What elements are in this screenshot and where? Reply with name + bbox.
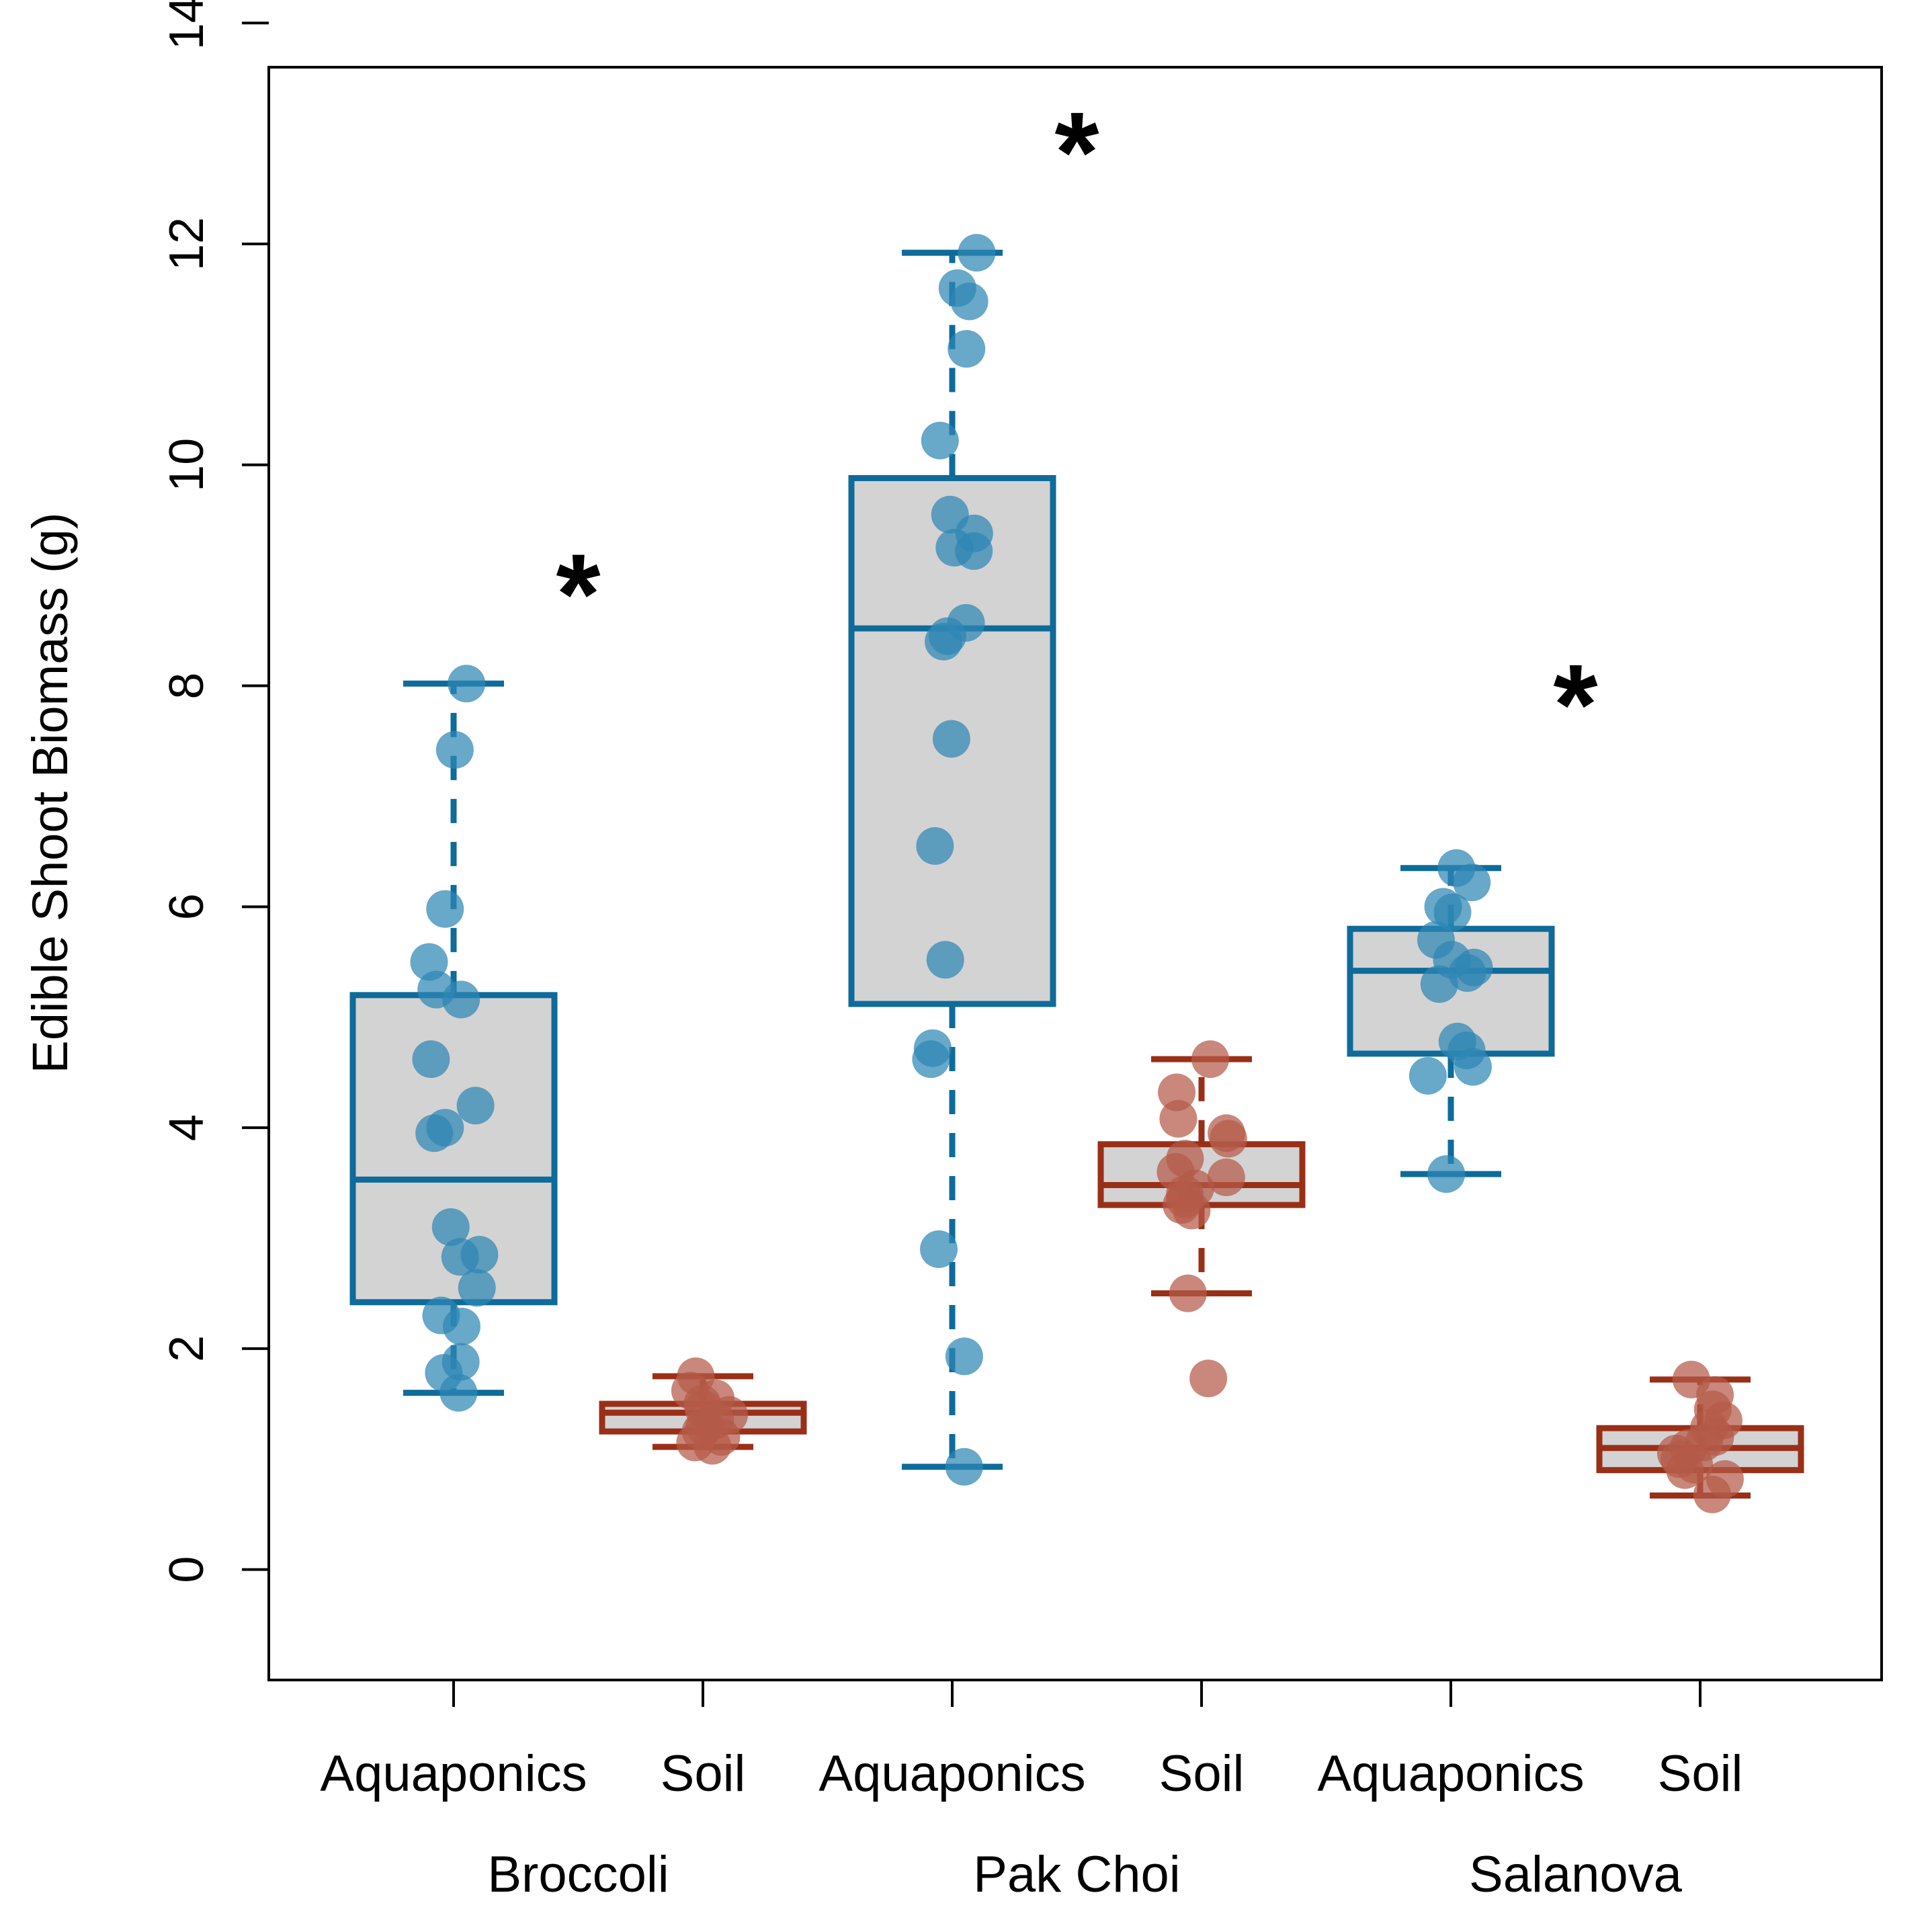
y-axis-label: Edible Shoot Biomass (g): [22, 513, 78, 1074]
data-point: [1209, 1120, 1247, 1158]
data-point: [925, 622, 963, 661]
x-tick-label: Aquaponics: [1317, 1745, 1584, 1802]
data-point: [1159, 1099, 1198, 1138]
significance-star: *: [1054, 89, 1099, 216]
data-point: [1427, 1155, 1466, 1193]
data-point: [955, 532, 993, 570]
x-tick-label: Soil: [661, 1745, 746, 1802]
y-tick-label: 14: [160, 0, 214, 50]
data-point: [458, 1269, 496, 1307]
y-tick-label: 0: [160, 1556, 214, 1583]
data-point: [441, 1238, 479, 1276]
data-point: [1173, 1191, 1211, 1230]
x-tick-label: Soil: [1159, 1745, 1245, 1802]
data-point: [921, 421, 959, 460]
group-label: Salanova: [1469, 1846, 1683, 1903]
data-point: [415, 1114, 454, 1152]
data-point: [435, 730, 474, 769]
significance-star: *: [556, 531, 600, 659]
data-point: [426, 890, 464, 928]
data-point: [1420, 965, 1458, 1003]
y-tick-label: 8: [160, 673, 214, 700]
data-point: [1409, 1056, 1447, 1095]
data-point: [945, 1337, 983, 1376]
group-label: Pak Choi: [973, 1846, 1180, 1903]
data-point: [945, 1447, 983, 1486]
data-point: [412, 1040, 450, 1079]
data-point: [442, 1307, 480, 1345]
significance-star: *: [1553, 641, 1597, 769]
y-tick-label: 10: [160, 438, 214, 492]
data-point: [1158, 1073, 1196, 1111]
data-point: [932, 720, 970, 758]
data-point: [920, 1230, 958, 1268]
data-point: [431, 1208, 470, 1247]
data-point: [1191, 1040, 1230, 1079]
data-point: [916, 827, 954, 865]
data-point: [1189, 1359, 1228, 1398]
x-tick-label: Aquaponics: [320, 1745, 587, 1802]
data-point: [439, 1374, 478, 1412]
group-label: Broccoli: [487, 1846, 669, 1903]
data-point: [958, 234, 996, 272]
y-tick-label: 12: [160, 217, 214, 271]
data-point: [1454, 1048, 1492, 1086]
plot-area: 0 2 4 6 8 10 12 14 Aquaponics Soil Broccoli * Aquapo…: [160, 0, 1883, 1903]
data-point: [1169, 1274, 1207, 1312]
y-tick-label: 4: [160, 1114, 214, 1141]
y-tick-label: 6: [160, 893, 214, 920]
data-point: [693, 1427, 731, 1465]
data-point: [1207, 1159, 1245, 1197]
y-tick-label: 2: [160, 1335, 214, 1362]
data-point: [1693, 1475, 1731, 1513]
data-point: [912, 1040, 950, 1079]
data-point: [1666, 1451, 1704, 1489]
data-point: [948, 330, 986, 368]
data-point: [1433, 893, 1472, 931]
x-tick-label: Soil: [1658, 1745, 1743, 1802]
data-point: [448, 665, 486, 703]
x-tick-label: Aquaponics: [818, 1745, 1085, 1802]
plot-frame: [267, 66, 1883, 1681]
data-point: [456, 1087, 495, 1125]
data-point: [1453, 864, 1491, 902]
data-point: [926, 941, 964, 979]
data-point: [442, 980, 480, 1019]
data-point: [950, 282, 989, 321]
